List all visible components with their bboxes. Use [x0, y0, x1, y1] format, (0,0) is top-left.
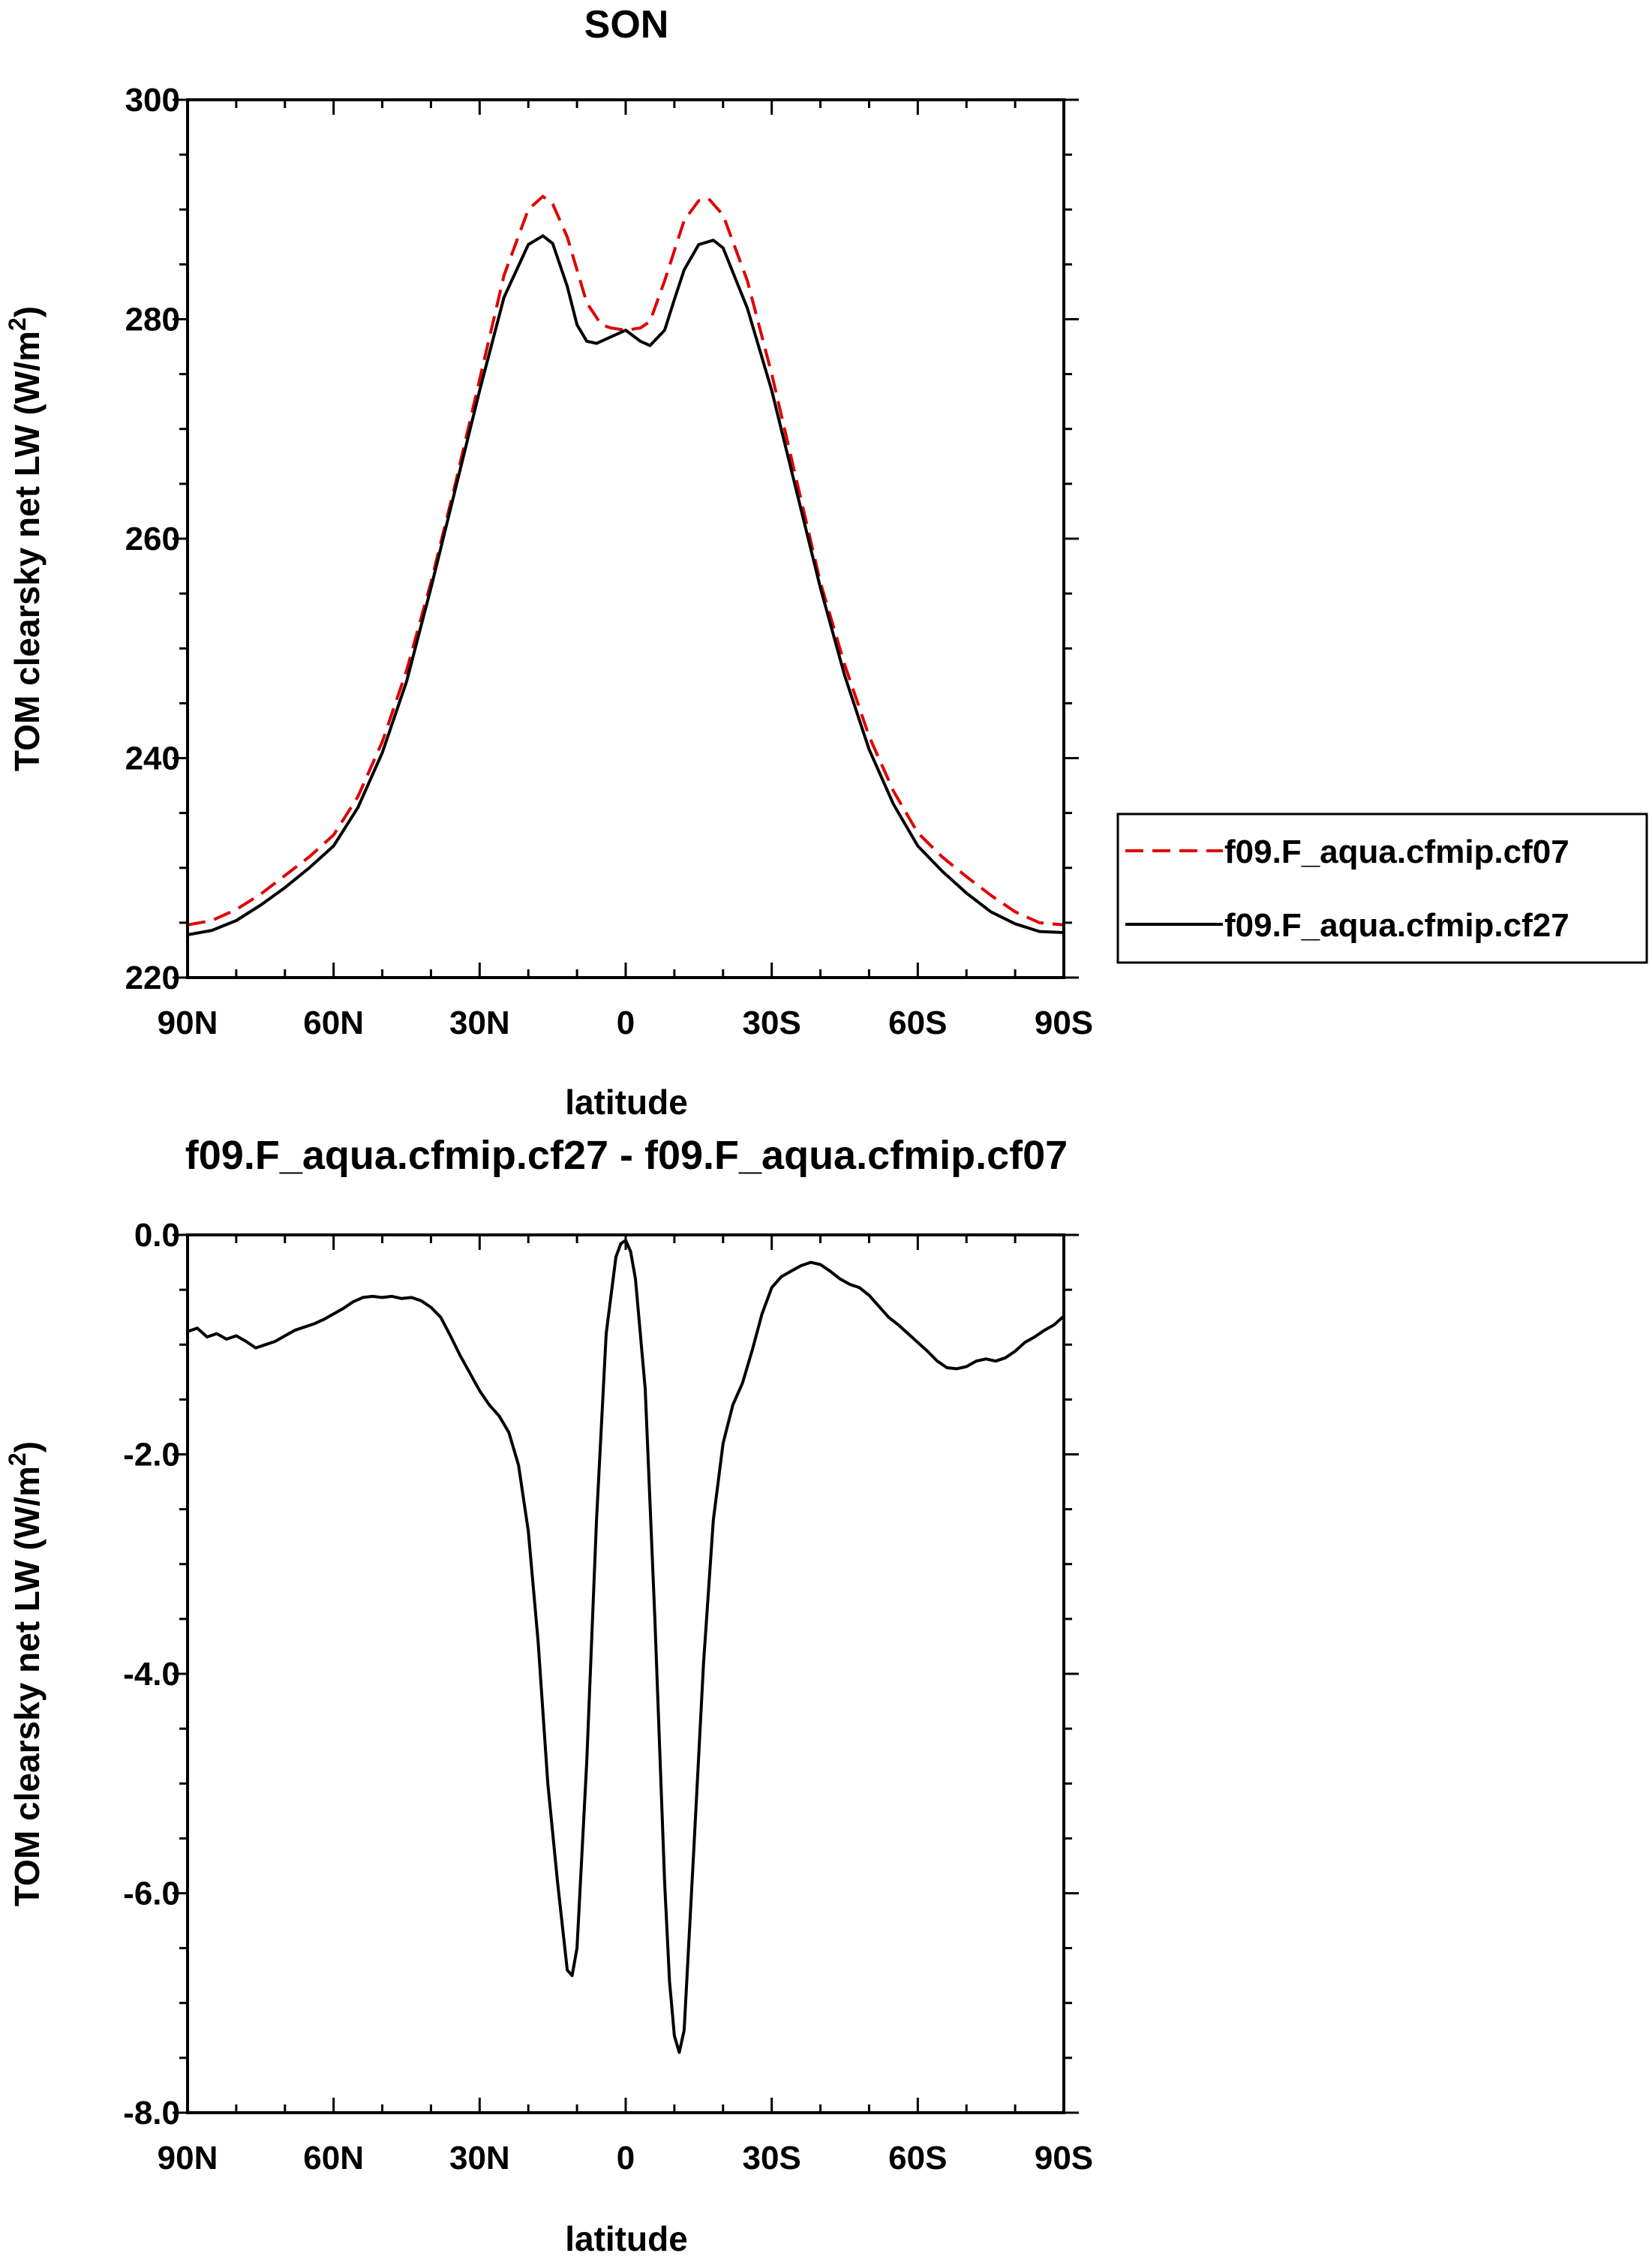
bottom-plot-frame	[186, 1233, 1065, 2114]
series-line-2	[187, 234, 1065, 936]
top-series-lines	[187, 194, 1065, 936]
y-tick-label: 280	[125, 302, 180, 338]
y-tick-label: -6.0	[123, 1876, 180, 1912]
x-tick-label: 30N	[449, 1005, 510, 1041]
top-axis-ticks	[173, 98, 1079, 979]
legend-label-cf27: f09.F_aqua.cfmip.cf27	[1224, 907, 1569, 944]
top-y-axis-label: TOM clearsky net LW (W/m2)	[4, 306, 47, 771]
y-tick-label: 0.0	[134, 1217, 180, 1254]
bottom-chart-title: f09.F_aqua.cfmip.cf27 - f09.F_aqua.cfmip…	[185, 1133, 1068, 1178]
legend-label-cf07: f09.F_aqua.cfmip.cf07	[1224, 834, 1569, 870]
series-line-1	[187, 1239, 1065, 2054]
y-tick-label: 260	[125, 521, 180, 557]
x-tick-label: 30N	[449, 2140, 510, 2176]
x-tick-label: 60N	[303, 2140, 364, 2176]
legend: f09.F_aqua.cfmip.cf07 f09.F_aqua.cfmip.c…	[1116, 813, 1648, 964]
top-y-tick-labels: 220 240 260 280 300	[125, 82, 180, 996]
top-x-tick-labels: 90N 60N 30N 0 30S 60S 90S	[158, 1005, 1094, 1041]
x-tick-label: 0	[617, 2140, 635, 2176]
bottom-panel: f09.F_aqua.cfmip.cf27 - f09.F_aqua.cfmip…	[4, 1133, 1093, 2258]
x-tick-label: 60S	[888, 1005, 947, 1041]
x-tick-label: 90S	[1035, 2140, 1093, 2176]
x-tick-label: 30S	[743, 1005, 801, 1041]
y-tick-label: 220	[125, 960, 180, 996]
bottom-x-axis-label: latitude	[565, 2219, 688, 2258]
legend-box	[1116, 813, 1648, 964]
top-x-axis-label: latitude	[565, 1083, 688, 1122]
bottom-y-axis-label: TOM clearsky net LW (W/m2)	[4, 1441, 47, 1906]
x-tick-label: 90S	[1035, 1005, 1093, 1041]
x-tick-label: 90N	[158, 1005, 218, 1041]
x-tick-label: 60S	[888, 2140, 947, 2176]
x-tick-label: 60N	[303, 1005, 364, 1041]
bottom-x-tick-labels: 90N 60N 30N 0 30S 60S 90S	[158, 2140, 1094, 2176]
x-tick-label: 30S	[743, 2140, 801, 2176]
x-tick-label: 0	[617, 1005, 635, 1041]
x-tick-label: 90N	[158, 2140, 218, 2176]
top-panel: SON 90N 60N 30N 0 30S 60S 90S 220240260280300 …	[4, 3, 1648, 1122]
y-tick-label: -8.0	[123, 2095, 180, 2131]
y-tick-label: 240	[125, 740, 180, 777]
bottom-series-lines	[187, 1239, 1065, 2054]
bottom-axis-ticks	[173, 1233, 1079, 2114]
y-tick-label: -4.0	[123, 1656, 180, 1693]
y-tick-label: -2.0	[123, 1437, 180, 1473]
top-chart-title: SON	[584, 3, 669, 47]
bottom-y-tick-labels: -8.0 -6.0 -4.0 -2.0 0.0	[123, 1217, 180, 2131]
series-line-1	[187, 194, 1065, 927]
y-tick-label: 300	[125, 82, 180, 119]
